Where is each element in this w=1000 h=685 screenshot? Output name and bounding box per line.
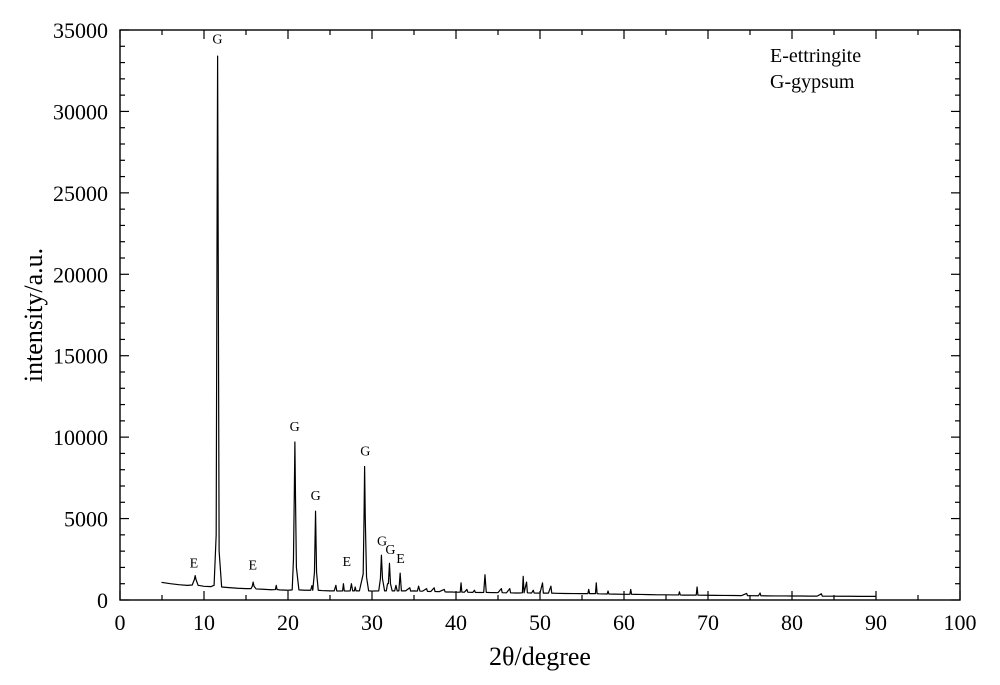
y-tick-label: 25000: [53, 181, 108, 206]
legend-line: G-gypsum: [770, 71, 855, 93]
x-tick-label: 20: [277, 610, 299, 635]
peak-label: E: [248, 558, 257, 573]
y-tick-label: 30000: [53, 99, 108, 124]
y-tick-label: 35000: [53, 18, 108, 43]
x-tick-label: 50: [529, 610, 551, 635]
x-tick-label: 70: [697, 610, 719, 635]
peak-label: G: [311, 489, 321, 504]
x-tick-label: 10: [193, 610, 215, 635]
x-tick-label: 80: [781, 610, 803, 635]
peak-label: E: [190, 557, 199, 572]
y-tick-label: 0: [97, 588, 108, 613]
y-tick-label: 20000: [53, 262, 108, 287]
peak-label: G: [385, 543, 395, 558]
peak-label: E: [396, 552, 405, 567]
x-tick-label: 40: [445, 610, 467, 635]
peak-label: E: [343, 555, 352, 570]
x-tick-label: 30: [361, 610, 383, 635]
y-axis-label: intensity/a.u.: [19, 248, 48, 382]
chart-svg: 0 10 20 30 40 50 60 70 80 90 100 0 5000 10000 15000 200…: [0, 0, 1000, 685]
x-tick-label: 90: [865, 610, 887, 635]
y-tick-label: 5000: [64, 507, 108, 532]
x-tick-label: 100: [944, 610, 977, 635]
y-tick-label: 15000: [53, 344, 108, 369]
y-tick-label: 10000: [53, 425, 108, 450]
peak-label: G: [360, 444, 370, 459]
peak-label: G: [290, 420, 300, 435]
peak-label: G: [212, 32, 222, 47]
legend-line: E-ettringite: [770, 45, 861, 67]
x-tick-label: 0: [115, 610, 126, 635]
xrd-chart: 0 10 20 30 40 50 60 70 80 90 100 0 5000 10000 15000 200…: [0, 0, 1000, 685]
x-tick-label: 60: [613, 610, 635, 635]
x-axis-label: 2θ/degree: [489, 642, 591, 671]
